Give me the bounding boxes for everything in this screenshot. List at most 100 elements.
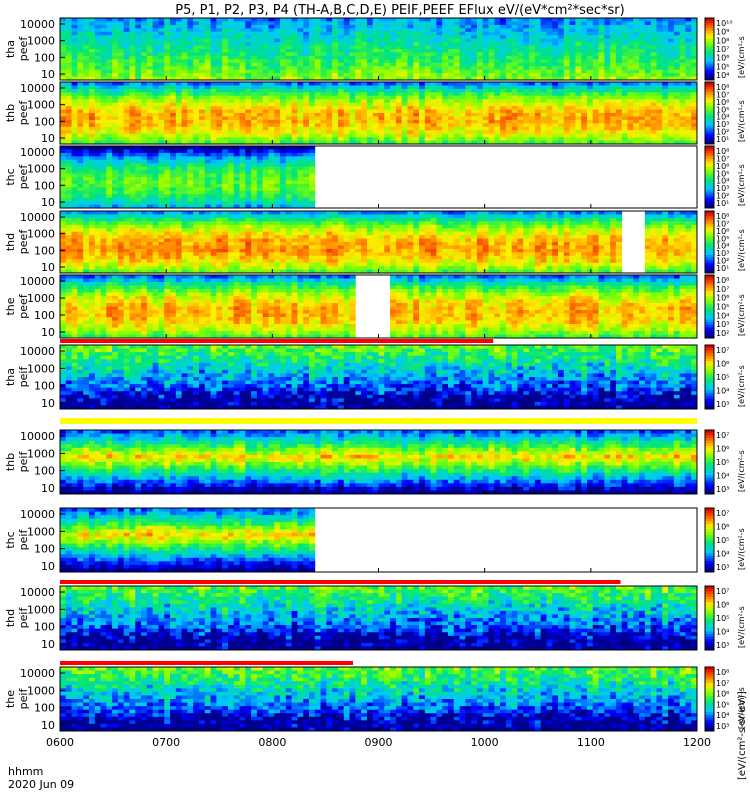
heatmap-cell <box>227 66 235 71</box>
heatmap-cell <box>135 126 142 131</box>
heatmap-cell <box>337 38 345 43</box>
heatmap-cell <box>164 49 171 53</box>
heatmap-cell <box>170 113 177 117</box>
heatmap-cell <box>419 76 426 81</box>
heatmap-cell <box>372 113 379 117</box>
heatmap-cell <box>424 95 432 100</box>
heatmap-cell <box>326 69 333 74</box>
heatmap-cell <box>494 55 501 60</box>
heatmap-cell <box>164 166 171 171</box>
heatmap-cell <box>627 45 634 50</box>
heatmap-cell <box>141 73 148 77</box>
heatmap-cell <box>204 42 211 46</box>
heatmap-cell <box>291 45 298 50</box>
heatmap-cell <box>204 35 211 40</box>
heatmap-cell <box>164 95 171 100</box>
heatmap-cell <box>123 95 130 100</box>
heatmap-cell <box>193 73 200 77</box>
heatmap-cell <box>204 119 211 124</box>
heatmap-cell <box>280 69 287 74</box>
heatmap-cell <box>280 109 287 114</box>
heatmap-cell <box>112 38 119 43</box>
heatmap-cell <box>413 31 420 36</box>
heatmap-cell <box>198 173 206 178</box>
heatmap-cell <box>656 137 663 141</box>
heatmap-cell <box>476 73 484 77</box>
heatmap-cell <box>650 106 657 110</box>
heatmap-cell <box>372 82 379 86</box>
heatmap-cell <box>482 126 489 131</box>
heatmap-cell <box>181 49 188 53</box>
heatmap-cell <box>309 88 316 93</box>
heatmap-cell <box>644 49 652 53</box>
colorbar-tick-label: 10⁴ <box>716 177 729 186</box>
heatmap-cell <box>424 31 432 36</box>
heatmap-cell <box>529 102 536 107</box>
heatmap-cell <box>488 88 495 93</box>
heatmap-cell <box>135 52 142 57</box>
heatmap-cell <box>447 123 455 128</box>
heatmap-cell <box>216 28 223 33</box>
heatmap-cell <box>170 102 177 107</box>
heatmap-cell <box>216 69 223 74</box>
heatmap-cell <box>117 123 125 128</box>
heatmap-cell <box>372 99 379 104</box>
heatmap-cell <box>77 242 84 246</box>
heatmap-cell <box>227 82 235 86</box>
heatmap-cell <box>592 85 599 90</box>
heatmap-cell <box>94 66 101 71</box>
heatmap-cell <box>175 197 183 202</box>
heatmap-cell <box>627 38 634 43</box>
heatmap-cell <box>459 73 466 77</box>
heatmap-cell <box>523 106 530 110</box>
heatmap-cell <box>465 21 472 26</box>
heatmap-cell <box>453 49 460 53</box>
heatmap-cell <box>181 35 188 40</box>
heatmap-cell <box>94 82 101 86</box>
heatmap-cell <box>546 42 553 46</box>
heatmap-cell <box>355 133 362 138</box>
heatmap-cell <box>256 126 264 131</box>
heatmap-cell <box>459 76 466 81</box>
heatmap-cell <box>552 133 559 138</box>
heatmap-cell <box>447 95 455 100</box>
heatmap-cell <box>227 201 235 205</box>
heatmap-cell <box>459 133 466 138</box>
heatmap-cell <box>407 130 414 135</box>
heatmap-cell <box>662 69 669 74</box>
heatmap-cell <box>540 35 547 40</box>
heatmap-cell <box>245 140 252 145</box>
heatmap-cell <box>280 177 287 181</box>
heatmap-cell <box>164 113 171 117</box>
heatmap-cell <box>447 130 455 135</box>
heatmap-cell <box>639 119 646 124</box>
heatmap-cell <box>83 245 90 250</box>
heatmap-cell <box>251 123 258 128</box>
heatmap-cell <box>326 18 333 22</box>
heatmap-cell <box>656 116 663 121</box>
heatmap-cell <box>685 88 692 93</box>
heatmap-cell <box>326 73 333 77</box>
heatmap-cell <box>303 166 310 171</box>
heatmap-cell <box>540 88 547 93</box>
heatmap-cell <box>349 133 356 138</box>
heatmap-cell <box>285 137 293 141</box>
heatmap-cell <box>546 52 553 57</box>
heatmap-cell <box>679 126 686 131</box>
heatmap-cell <box>239 95 246 100</box>
heatmap-cell <box>210 109 217 114</box>
heatmap-cell <box>668 59 675 64</box>
heatmap-cell <box>361 76 368 81</box>
heatmap-cell <box>280 102 287 107</box>
heatmap-cell <box>395 42 403 46</box>
heatmap-cell <box>361 49 368 53</box>
heatmap-cell <box>152 76 159 81</box>
heatmap-cell <box>280 133 287 138</box>
heatmap-cell <box>146 116 154 121</box>
heatmap-cell <box>303 21 310 26</box>
heatmap-cell <box>222 38 229 43</box>
heatmap-cell <box>656 119 663 124</box>
heatmap-cell <box>598 140 605 145</box>
heatmap-cell <box>112 31 119 36</box>
